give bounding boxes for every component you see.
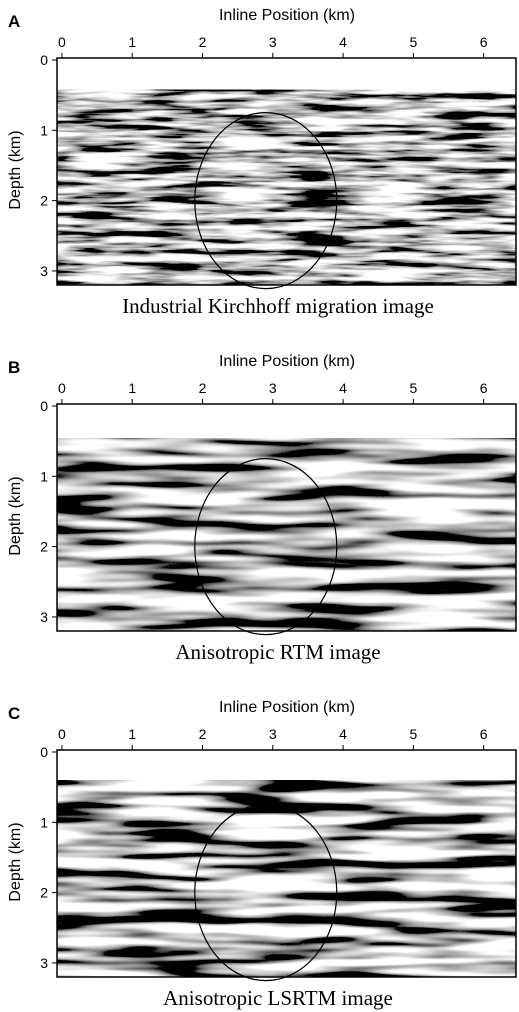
y-tick-label: 0 [40,398,48,414]
y-axis-title: Depth (km) [7,130,24,209]
caption: Anisotropic LSRTM image [163,986,393,1010]
y-tick-label: 0 [40,52,48,68]
x-axis-title: Inline Position (km) [219,353,355,370]
caption: Anisotropic RTM image [175,640,380,664]
panel: A Inline Position (km) Depth (km) 0 1 2 3 4 5 6 0 1… [7,7,517,318]
seismic-image [57,438,516,631]
panel: B Inline Position (km) Depth (km) 0 1 2 3 4 5 6 0 1… [7,353,517,664]
x-tick-label: 0 [58,380,66,396]
x-tick-label: 6 [480,726,488,742]
y-tick-label: 3 [40,955,48,971]
x-tick-label: 2 [199,380,207,396]
x-tick-label: 3 [269,34,277,50]
y-tick-label: 2 [40,885,48,901]
x-tick-label: 4 [339,380,347,396]
x-axis-title: Inline Position (km) [219,7,355,24]
x-tick-label: 1 [128,726,136,742]
x-tick-label: 4 [339,34,347,50]
x-tick-label: 3 [269,726,277,742]
x-axis-title: Inline Position (km) [219,699,355,716]
y-tick-label: 1 [40,468,48,484]
highlight-ellipse [194,804,338,982]
panel: C Inline Position (km) Depth (km) 0 1 2 3 4 5 6 0 1… [7,699,517,1010]
panel-label: B [8,358,20,377]
x-tick-label: 4 [339,726,347,742]
x-tick-label: 0 [58,726,66,742]
caption: Industrial Kirchhoff migration image [122,294,434,318]
x-tick-label: 6 [480,380,488,396]
highlight-ellipse [194,112,338,290]
highlight-ellipse [194,458,338,636]
panel-label: C [8,704,20,723]
y-tick-label: 3 [40,609,48,625]
y-tick-label: 2 [40,539,48,555]
x-tick-label: 1 [128,380,136,396]
y-tick-label: 1 [40,122,48,138]
x-tick-label: 5 [409,34,417,50]
x-tick-label: 2 [199,726,207,742]
x-tick-label: 0 [58,34,66,50]
y-axis-title: Depth (km) [7,822,24,901]
y-tick-label: 2 [40,193,48,209]
seismic-image [57,89,516,285]
y-tick-label: 0 [40,744,48,760]
panel-label: A [8,12,20,31]
y-tick-label: 1 [40,814,48,830]
x-tick-label: 1 [128,34,136,50]
x-tick-label: 5 [409,726,417,742]
y-axis-title: Depth (km) [7,476,24,555]
y-tick-label: 3 [40,263,48,279]
x-tick-label: 2 [199,34,207,50]
x-tick-label: 6 [480,34,488,50]
x-tick-label: 3 [269,380,277,396]
x-tick-label: 5 [409,380,417,396]
seismic-image [57,780,516,977]
